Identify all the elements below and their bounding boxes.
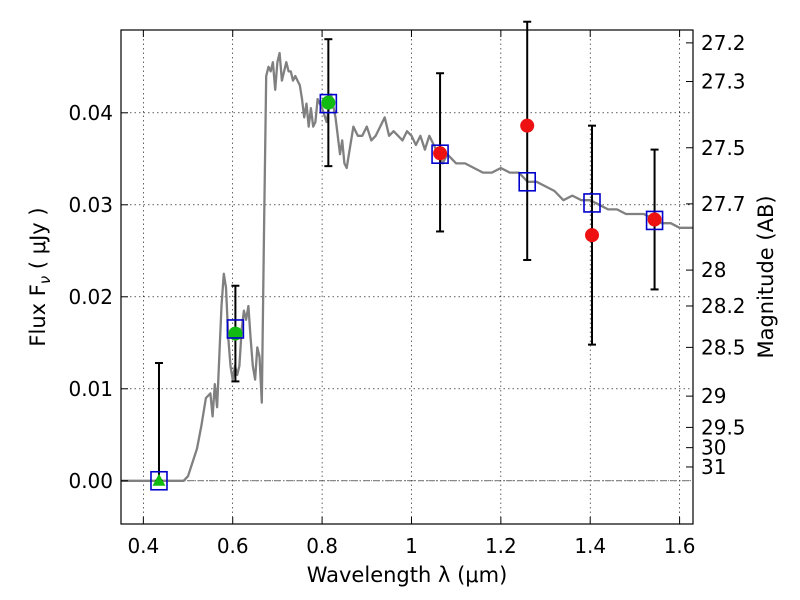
y-axis-label: Flux Fν ( μJy ) bbox=[26, 207, 54, 346]
x-axis-ticks: 0.4 0.6 0.8 1 1.2 1.4 1.6 bbox=[127, 30, 696, 558]
x-tick-label: 1.2 bbox=[485, 534, 517, 558]
grid-lines bbox=[121, 30, 693, 524]
magnitude-tick-label: 28 bbox=[701, 258, 726, 282]
magnitude-tick-label: 29 bbox=[701, 384, 726, 408]
x-tick-label: 1.6 bbox=[664, 534, 696, 558]
y-tick-label: 0.02 bbox=[68, 285, 113, 309]
upper_limit-point bbox=[152, 473, 166, 486]
magnitude-tick-label: 27.3 bbox=[701, 70, 746, 94]
detections-point bbox=[321, 95, 336, 110]
magnitude-tick-label: 27.2 bbox=[701, 31, 746, 55]
magnitude-tick-label: 28.2 bbox=[701, 294, 746, 318]
detections-point bbox=[228, 326, 243, 341]
magnitude-tick-label: 27.5 bbox=[701, 136, 746, 160]
model_band_flux-square bbox=[431, 144, 449, 164]
data-markers bbox=[150, 93, 664, 491]
error-bars bbox=[154, 20, 659, 482]
nir_points-point bbox=[585, 228, 600, 243]
model_band_flux-square bbox=[583, 193, 601, 213]
magnitude-tick-label: 30 bbox=[701, 436, 726, 460]
magnitude-tick-label: 29.5 bbox=[701, 415, 746, 439]
x-tick-label: 0.6 bbox=[217, 534, 249, 558]
y-axis-ticks: 0.00 0.01 0.02 0.03 0.04 bbox=[68, 101, 128, 493]
y-tick-label: 0.01 bbox=[68, 377, 113, 401]
model_band_flux-square bbox=[319, 93, 338, 114]
magnitude-tick-label: 28.5 bbox=[701, 335, 746, 359]
x-axis-label: Wavelength λ (μm) bbox=[307, 563, 508, 587]
sed-model-line bbox=[121, 51, 693, 482]
nir_points-point bbox=[520, 118, 535, 133]
model_band_flux-square bbox=[150, 470, 168, 491]
y-axis-label-text: Flux F bbox=[26, 284, 50, 346]
model_band_flux-square bbox=[518, 171, 537, 192]
x-tick-label: 0.8 bbox=[306, 534, 338, 558]
model_band_flux-square bbox=[226, 319, 245, 339]
sed-model-curve bbox=[121, 51, 693, 482]
y-axis-label-unit: ( μJy ) bbox=[26, 207, 50, 275]
y-tick-label: 0.00 bbox=[68, 469, 113, 493]
plot-frame bbox=[120, 29, 694, 525]
y2-axis-label: Magnitude (AB) bbox=[754, 195, 778, 358]
magnitude-tick-label: 31 bbox=[701, 455, 726, 479]
x-tick-label: 1.4 bbox=[574, 534, 606, 558]
y-tick-label: 0.04 bbox=[68, 101, 113, 125]
x-tick-label: 1 bbox=[405, 534, 418, 558]
x-tick-label: 0.4 bbox=[127, 534, 159, 558]
model_band_flux-square bbox=[645, 210, 664, 231]
nir_points-point bbox=[647, 212, 662, 227]
nir_points-point bbox=[433, 146, 448, 161]
magnitude-tick-label: 27.7 bbox=[701, 192, 746, 216]
y-tick-label: 0.03 bbox=[68, 193, 113, 217]
y-axis-label-subscript: ν bbox=[36, 276, 54, 284]
